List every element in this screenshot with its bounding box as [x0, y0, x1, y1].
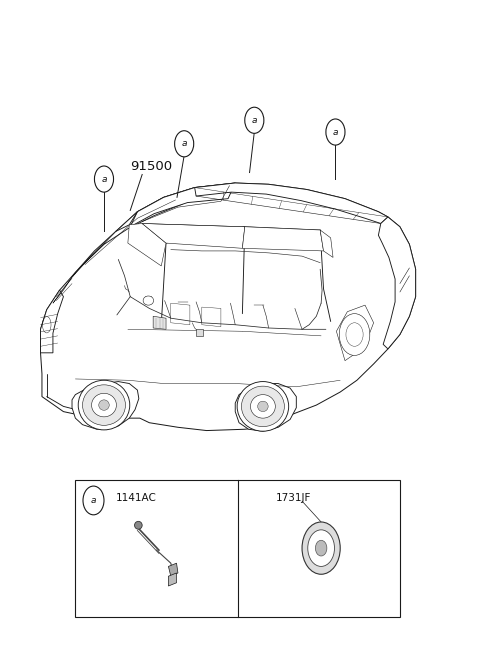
Text: a: a: [101, 174, 107, 184]
Text: a: a: [181, 139, 187, 148]
Ellipse shape: [83, 385, 125, 425]
Polygon shape: [40, 290, 63, 353]
Ellipse shape: [78, 380, 130, 430]
Polygon shape: [128, 224, 166, 266]
Circle shape: [95, 166, 114, 192]
Ellipse shape: [258, 401, 268, 411]
Polygon shape: [378, 217, 416, 349]
Polygon shape: [195, 183, 388, 224]
Polygon shape: [320, 230, 333, 257]
Polygon shape: [168, 563, 178, 576]
Polygon shape: [196, 329, 203, 336]
Polygon shape: [72, 382, 139, 429]
Polygon shape: [202, 307, 221, 327]
Circle shape: [175, 131, 194, 157]
Ellipse shape: [143, 296, 154, 305]
Polygon shape: [235, 384, 296, 431]
Text: a: a: [91, 496, 96, 505]
Text: 1731JF: 1731JF: [276, 493, 311, 503]
Ellipse shape: [241, 386, 284, 426]
Text: a: a: [252, 115, 257, 125]
Polygon shape: [130, 183, 235, 227]
Circle shape: [326, 119, 345, 145]
Polygon shape: [72, 188, 195, 277]
Ellipse shape: [92, 394, 116, 417]
Circle shape: [302, 522, 340, 574]
Bar: [75, 480, 400, 617]
Ellipse shape: [134, 522, 142, 529]
Text: 1141AC: 1141AC: [116, 493, 157, 503]
Polygon shape: [153, 316, 166, 329]
Polygon shape: [53, 277, 72, 303]
Text: 91500: 91500: [130, 159, 172, 173]
Polygon shape: [40, 183, 416, 430]
Ellipse shape: [237, 382, 288, 431]
Circle shape: [315, 541, 327, 556]
Circle shape: [308, 530, 335, 566]
Ellipse shape: [99, 400, 109, 410]
Circle shape: [83, 486, 104, 515]
Circle shape: [339, 314, 370, 356]
Polygon shape: [336, 305, 373, 361]
Circle shape: [346, 323, 363, 346]
Polygon shape: [168, 573, 177, 586]
Polygon shape: [171, 303, 190, 325]
Polygon shape: [242, 227, 324, 251]
Polygon shape: [142, 224, 245, 249]
Text: a: a: [333, 127, 338, 136]
Ellipse shape: [251, 395, 276, 418]
Circle shape: [245, 107, 264, 133]
